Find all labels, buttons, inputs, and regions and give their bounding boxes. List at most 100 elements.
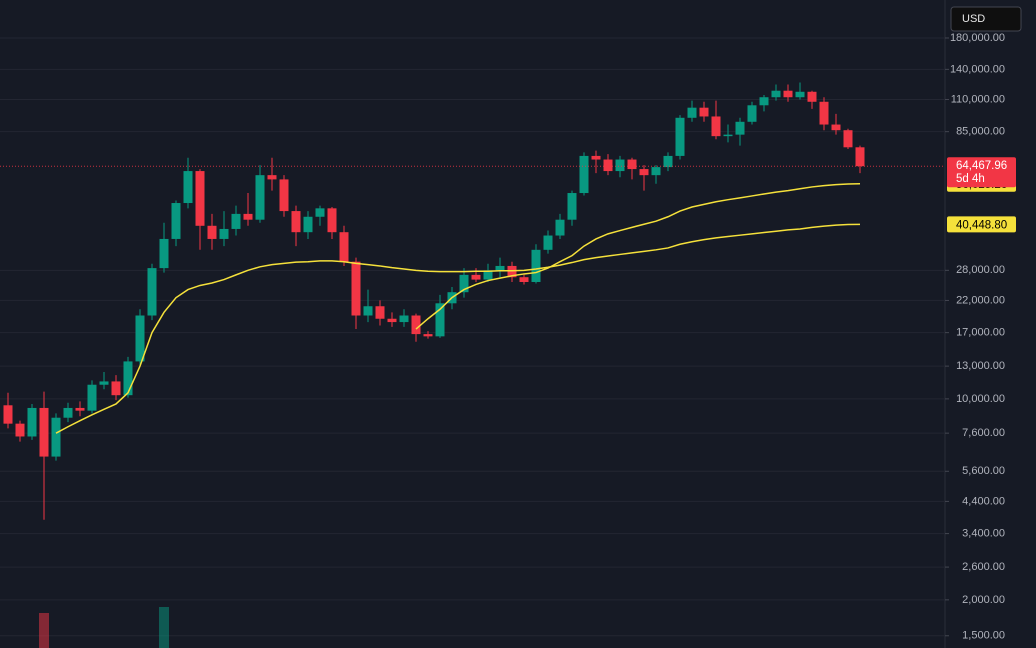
candle-body <box>291 211 301 233</box>
candle-body <box>3 405 13 424</box>
candle-body <box>735 121 745 135</box>
candle-body <box>831 124 841 131</box>
grid <box>0 37 945 637</box>
candle-body <box>519 277 529 283</box>
candle-body <box>819 101 829 125</box>
candle-body <box>507 265 517 278</box>
candle-body <box>435 303 445 337</box>
y-tick-label: 4,400.00 <box>962 495 1005 507</box>
candle-body <box>171 203 181 239</box>
candle-body <box>267 175 277 180</box>
candle-body <box>543 235 553 250</box>
candle-body <box>147 268 157 316</box>
candle-body <box>579 155 589 194</box>
y-tick-label: 28,000.00 <box>956 264 1005 276</box>
candle-body <box>711 116 721 137</box>
candle-body <box>135 315 145 362</box>
candle-body <box>27 407 37 437</box>
candle-body <box>15 423 25 437</box>
candle-body <box>375 306 385 319</box>
candle-body <box>123 361 133 396</box>
candle-body <box>327 208 337 233</box>
candle-body <box>39 407 49 457</box>
candle-body <box>483 270 493 280</box>
candle-body <box>699 107 709 117</box>
y-tick-label: 7,600.00 <box>962 427 1005 439</box>
candle-body <box>75 407 85 411</box>
candle-body <box>783 90 793 98</box>
ma-line <box>55 223 861 434</box>
candle-body <box>219 228 229 239</box>
candle-body <box>651 167 661 176</box>
candle-body <box>603 159 613 172</box>
candle-body <box>99 381 109 385</box>
moving-averages <box>55 182 861 434</box>
candle-body <box>855 147 865 167</box>
last-price-label: 64,467.96 <box>956 160 1007 172</box>
y-tick-label: 180,000.00 <box>950 32 1005 44</box>
y-tick-label: 1,500.00 <box>962 630 1005 642</box>
ma-line <box>415 182 861 330</box>
y-tick-label: 2,600.00 <box>962 561 1005 573</box>
candle-body <box>207 225 217 239</box>
countdown-label: 5d 4h <box>956 173 985 185</box>
candle-body <box>339 232 349 262</box>
candles <box>3 82 865 520</box>
candle-body <box>615 159 625 172</box>
y-tick-label: 140,000.00 <box>950 63 1005 75</box>
candle-body <box>315 208 325 217</box>
candle-body <box>771 90 781 98</box>
y-tick-label: 17,000.00 <box>956 327 1005 339</box>
price-axis: 180,000.00 140,000.00 110,000.00 85,000.00 2… <box>945 32 1016 642</box>
candle-body <box>231 213 241 229</box>
candle-body <box>747 105 757 122</box>
candle-body <box>591 155 601 160</box>
currency-button[interactable] <box>950 6 1022 32</box>
y-tick-label: 110,000.00 <box>951 93 1005 105</box>
candle-body <box>387 318 397 323</box>
y-tick-label: 13,000.00 <box>956 360 1005 372</box>
candle-body <box>795 91 805 98</box>
volume-bar <box>39 613 49 648</box>
ma-price-label: 40,448.80 <box>956 219 1007 231</box>
candle-body <box>459 274 469 293</box>
candle-body <box>471 274 481 280</box>
candle-body <box>555 219 565 236</box>
candle-body <box>255 175 265 220</box>
currency-label[interactable]: USD <box>962 13 985 25</box>
candle-body <box>567 193 577 220</box>
candle-body <box>87 384 97 411</box>
candle-body <box>183 171 193 204</box>
last-price-tag <box>947 157 1016 188</box>
candle-body <box>351 261 361 316</box>
candle-body <box>51 417 61 457</box>
y-tick-label: 3,400.00 <box>962 527 1005 539</box>
candle-body <box>423 334 433 337</box>
ma-price-tag <box>947 216 1016 233</box>
candle-body <box>243 213 253 220</box>
candle-body <box>675 117 685 156</box>
candle-body <box>639 169 649 176</box>
candle-body <box>363 306 373 316</box>
y-tick-label: 2,000.00 <box>962 594 1005 606</box>
candle-body <box>495 265 505 271</box>
candle-body <box>663 155 673 168</box>
y-tick-label: 22,000.00 <box>956 294 1005 306</box>
y-tick-label: 5,600.00 <box>962 465 1005 477</box>
candle-body <box>531 249 541 283</box>
candle-body <box>159 238 169 269</box>
candle-body <box>687 107 697 118</box>
candle-body <box>411 315 421 335</box>
candle-body <box>759 97 769 106</box>
candle-body <box>279 179 289 212</box>
candle-body <box>723 134 733 137</box>
candle-body <box>63 407 73 418</box>
candle-body <box>843 130 853 148</box>
candle-body <box>399 315 409 323</box>
y-tick-label: 85,000.00 <box>956 126 1005 138</box>
volume-pane <box>39 607 169 648</box>
volume-bar <box>159 607 169 648</box>
candle-body <box>111 381 121 396</box>
